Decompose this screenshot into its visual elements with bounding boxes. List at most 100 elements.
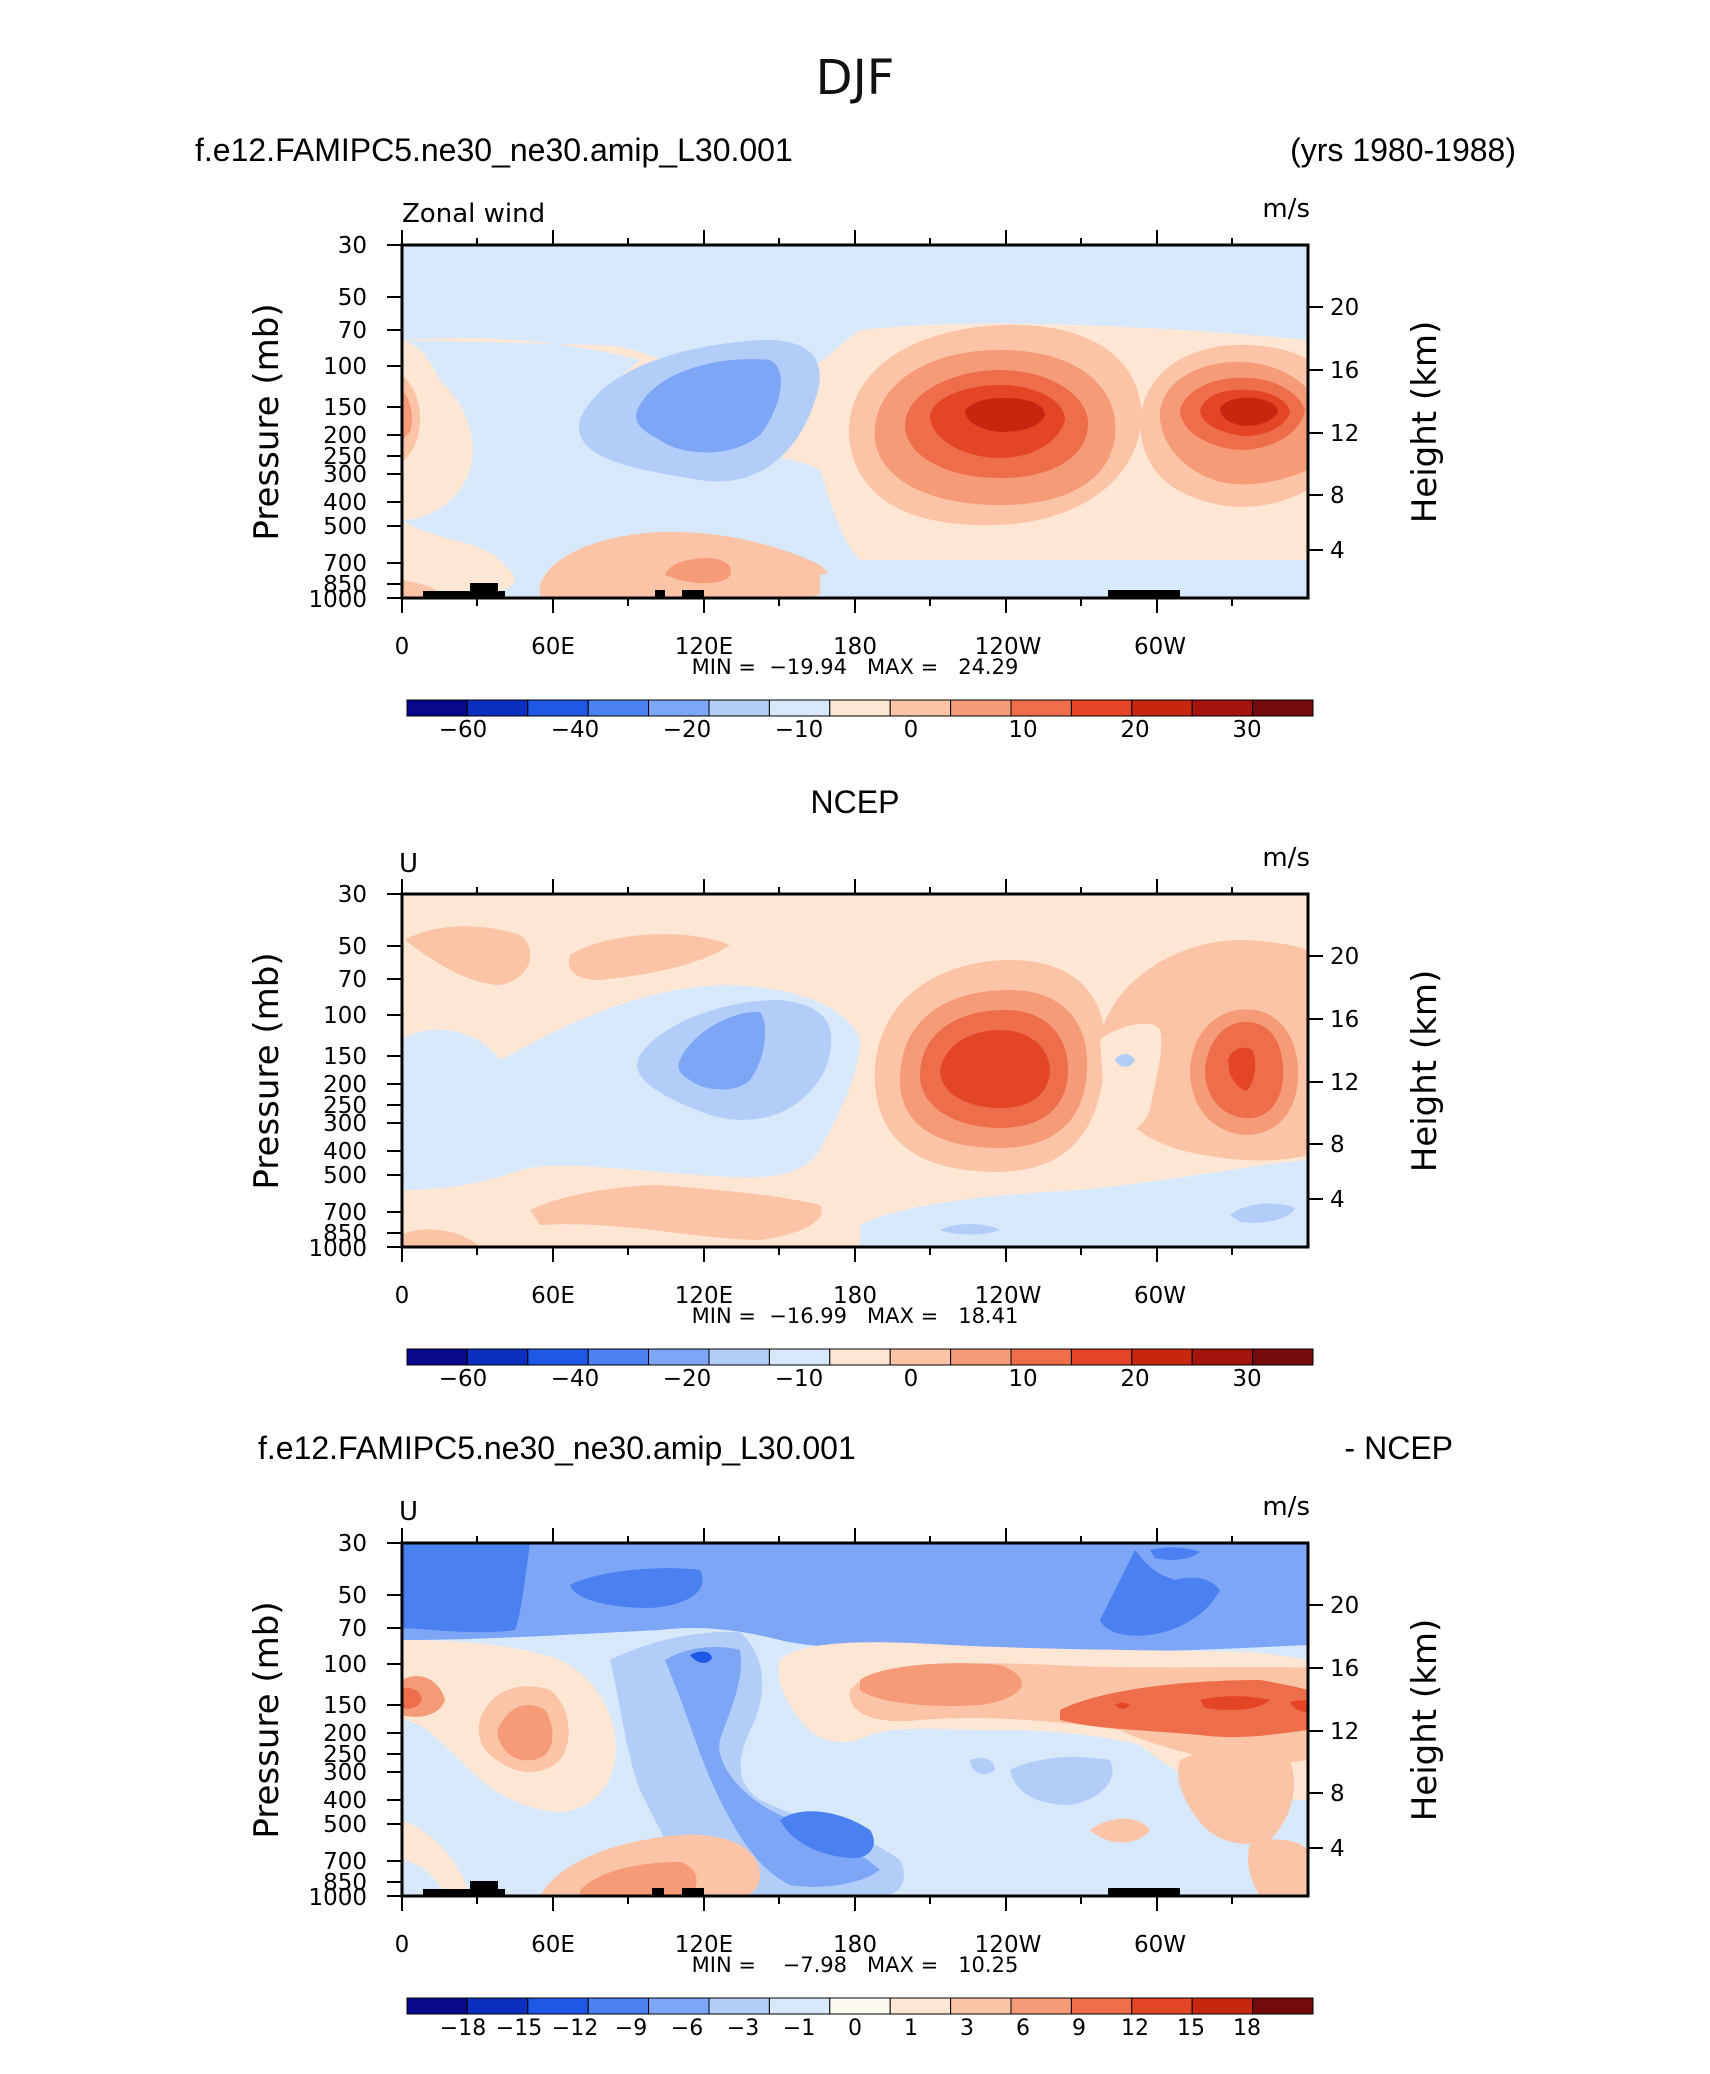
colorbar-label: 12 xyxy=(1121,2016,1149,2041)
colorbar-label: −12 xyxy=(552,2016,598,2041)
x-tick-label: 0 xyxy=(395,634,410,660)
panel-3-colorbar-labels: −18 −15 −12 −9 −6 −3 −1 0 1 3 6 9 12 15 … xyxy=(440,2016,1261,2041)
colorbar-swatch xyxy=(527,1997,589,2015)
panel-3-y-axis-title: Pressure (mb) xyxy=(247,1601,287,1838)
y-tick-label: 850 xyxy=(323,1221,367,1247)
y-tick-label: 100 xyxy=(323,1652,367,1678)
y-tick-label: 30 xyxy=(338,882,367,908)
colorbar-label: −3 xyxy=(727,2016,759,2041)
colorbar-swatch xyxy=(587,1997,650,2015)
colorbar-swatch xyxy=(1070,1348,1133,1366)
y-tick-label: 1000 xyxy=(308,1885,367,1911)
page-title: DJF xyxy=(816,50,895,106)
colorbar-swatch xyxy=(1070,699,1133,717)
y-tick-label: 400 xyxy=(323,1139,367,1165)
panel-3-x-tick-labels: 0 60E 120E 180 120W 60W xyxy=(395,1932,1186,1958)
y-tick-label: 200 xyxy=(323,1721,367,1747)
colorbar-swatch xyxy=(648,1348,710,1366)
y-tick-label: 50 xyxy=(338,285,367,311)
y-tick-label: 1000 xyxy=(308,1236,367,1262)
y2-tick-label: 20 xyxy=(1330,1593,1359,1619)
panel-1-axis-ticks xyxy=(387,230,1323,613)
colorbar-swatch xyxy=(889,1997,952,2015)
x-tick-label: 60E xyxy=(531,634,575,660)
colorbar-label: −6 xyxy=(671,2016,703,2041)
colorbar-swatch xyxy=(708,699,770,717)
x-tick-label: 60W xyxy=(1134,634,1186,660)
x-tick-label: 120W xyxy=(975,1932,1042,1958)
colorbar-label: −60 xyxy=(439,717,488,743)
colorbar-swatch xyxy=(829,1348,891,1366)
y-tick-label: 250 xyxy=(323,444,367,470)
panel-1-header-left: f.e12.FAMIPC5.ne30_ne30.amip_L30.001 xyxy=(195,132,793,168)
panel-3-header-left: f.e12.FAMIPC5.ne30_ne30.amip_L30.001 xyxy=(258,1430,856,1466)
colorbar-swatch xyxy=(1131,1997,1193,2015)
colorbar-swatch xyxy=(1131,1348,1193,1366)
colorbar-swatch xyxy=(587,1348,650,1366)
y2-tick-label: 12 xyxy=(1330,1719,1359,1745)
colorbar-swatch xyxy=(768,699,831,717)
panel-1-colorbar xyxy=(406,699,1314,717)
panel-2-y2-tick-labels: 20 16 12 8 4 xyxy=(1330,944,1359,1213)
colorbar-swatch xyxy=(950,1348,1012,1366)
panel-3-min-max: MIN = −7.98 MAX = 10.25 xyxy=(692,1953,1019,1977)
colorbar-label: 20 xyxy=(1120,1366,1149,1392)
panel-3-y2-axis-title: Height (km) xyxy=(1405,1619,1445,1822)
colorbar-label: 0 xyxy=(904,717,919,743)
panel-2-y-tick-labels: 30 50 70 100 150 200 250 300 400 500 700… xyxy=(308,882,367,1262)
colorbar-swatch xyxy=(1252,699,1314,717)
x-tick-label: 60E xyxy=(531,1932,575,1958)
panel-1-variable-label: Zonal wind xyxy=(402,199,545,229)
colorbar-label: −60 xyxy=(439,1366,488,1392)
colorbar-label: 20 xyxy=(1120,717,1149,743)
x-tick-label: 120E xyxy=(675,1283,733,1309)
panel-3-y-tick-labels: 30 50 70 100 150 200 250 300 400 500 700… xyxy=(308,1531,367,1911)
y2-tick-label: 4 xyxy=(1330,538,1345,564)
colorbar-swatch xyxy=(466,1348,529,1366)
panel-3-units: m/s xyxy=(1262,1492,1310,1522)
x-tick-label: 180 xyxy=(833,634,877,660)
panel-3-variable-label: U xyxy=(399,1497,418,1527)
x-tick-label: 120E xyxy=(675,1932,733,1958)
y-tick-label: 30 xyxy=(338,233,367,259)
colorbar-label: −9 xyxy=(615,2016,647,2041)
colorbar-swatch xyxy=(829,699,891,717)
x-tick-label: 60W xyxy=(1134,1283,1186,1309)
x-tick-label: 180 xyxy=(833,1283,877,1309)
panel-2-axis-ticks xyxy=(387,879,1323,1262)
panel-3-header-right: - NCEP xyxy=(1345,1430,1453,1466)
y-tick-label: 250 xyxy=(323,1093,367,1119)
colorbar-swatch xyxy=(768,1348,831,1366)
colorbar-swatch xyxy=(1252,1348,1314,1366)
colorbar-swatch xyxy=(1191,1997,1254,2015)
y-tick-label: 500 xyxy=(323,1812,367,1838)
panel-1: f.e12.FAMIPC5.ne30_ne30.amip_L30.001 (yr… xyxy=(195,132,1516,743)
colorbar-label: −40 xyxy=(551,1366,600,1392)
colorbar-swatch xyxy=(406,1997,468,2015)
panel-2-y2-axis-title: Height (km) xyxy=(1405,970,1445,1173)
y-tick-label: 150 xyxy=(323,1693,367,1719)
panel-3-colorbar xyxy=(406,1997,1314,2015)
y-tick-label: 200 xyxy=(323,423,367,449)
y-tick-label: 70 xyxy=(338,967,367,993)
y-tick-label: 100 xyxy=(323,1003,367,1029)
colorbar-label: 15 xyxy=(1177,2016,1205,2041)
y-tick-label: 50 xyxy=(338,934,367,960)
colorbar-swatch xyxy=(1010,1997,1072,2015)
y-tick-label: 70 xyxy=(338,318,367,344)
x-tick-label: 60W xyxy=(1134,1932,1186,1958)
colorbar-label: −40 xyxy=(551,717,600,743)
y-tick-label: 850 xyxy=(323,1870,367,1896)
x-tick-label: 120W xyxy=(975,1283,1042,1309)
colorbar-label: −20 xyxy=(663,1366,712,1392)
panel-3-axis-ticks xyxy=(387,1528,1323,1911)
y-tick-label: 200 xyxy=(323,1072,367,1098)
y-tick-label: 100 xyxy=(323,354,367,380)
y2-tick-label: 8 xyxy=(1330,1132,1345,1158)
panel-1-min-max: MIN = −19.94 MAX = 24.29 xyxy=(692,655,1019,679)
panel-2-colorbar xyxy=(406,1348,1314,1366)
y2-tick-label: 20 xyxy=(1330,295,1359,321)
colorbar-swatch xyxy=(406,1348,468,1366)
colorbar-swatch xyxy=(708,1348,770,1366)
y-tick-label: 700 xyxy=(323,1200,367,1226)
